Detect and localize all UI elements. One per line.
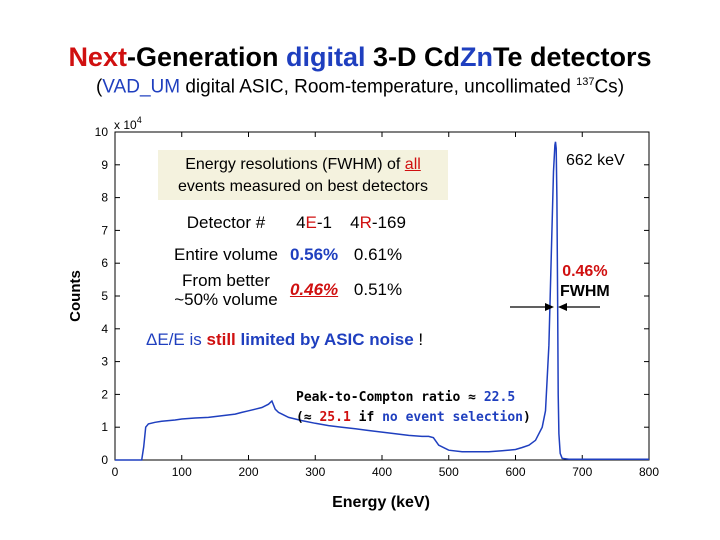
x-tick-label: 700 (572, 465, 592, 479)
fwhm-arrowhead-right (558, 303, 567, 311)
table-cell-label: Entire volume (174, 245, 278, 264)
title-next: Next (68, 42, 127, 72)
y-tick-label: 7 (101, 223, 108, 237)
energy-resolution-box: Energy resolutions (FWHM) of all events … (158, 150, 448, 200)
asic-note-rest: limited by ASIC noise (235, 330, 414, 349)
subtitle-isotope-mass: 137 (576, 76, 595, 88)
x-tick-label: 0 (112, 465, 119, 479)
table-header-cell: 4R-169 (344, 207, 412, 239)
subtitle-open: ( (95, 76, 103, 98)
resolution-table: Detector # 4E-1 4R-169 Entire volume 0.5… (168, 207, 412, 309)
subtitle-isotope: Cs (594, 76, 618, 98)
x-axis-label: Energy (keV) (332, 494, 430, 511)
page-title: Next-Generation digital 3-D CdZnTe detec… (0, 42, 720, 73)
x-tick-label: 800 (639, 465, 659, 479)
title-te: Te detectors (493, 42, 652, 72)
fwhm-annotation: 0.46% FWHM (560, 262, 610, 302)
spectrum-series-line (115, 141, 649, 461)
y-tick-label: 0 (101, 453, 108, 467)
header-part: R (359, 213, 372, 232)
energy-box-text: Energy resolutions (FWHM) of (185, 156, 405, 173)
table-header-row: Detector # 4E-1 4R-169 (168, 207, 412, 239)
table-cell-value: 0.61% (353, 245, 403, 264)
ptc-text: if (350, 410, 383, 425)
title-digital: digital (286, 42, 366, 72)
title-gen: -Generation (126, 42, 286, 72)
header-part: E (305, 213, 317, 232)
x-tick-label: 300 (305, 465, 325, 479)
y-tick-label: 1 (101, 420, 108, 434)
x-tick-label: 500 (439, 465, 459, 479)
title-3d: 3-D Cd (365, 42, 460, 72)
y-tick-label: 5 (101, 289, 108, 303)
header-part: -1 (316, 213, 332, 232)
x-tick-label: 100 (172, 465, 192, 479)
y-tick-label: 8 (101, 191, 108, 205)
label-line: From better (182, 271, 270, 290)
subtitle-vad: VAD_UM (102, 76, 181, 98)
table-header-cell: 4E-1 (284, 207, 344, 239)
header-part: 4 (296, 213, 306, 232)
ptc-line2: (≈ 25.1 if no event selection) (296, 408, 531, 428)
energy-box-line2: events measured on best detectors (178, 178, 428, 195)
y-multiplier: x 104 (114, 115, 142, 132)
peak-to-compton-note: Peak-to-Compton ratio ≈ 22.5 (≈ 25.1 if … (296, 388, 531, 428)
asic-noise-note: ΔE/E is still limited by ASIC noise ! (146, 330, 423, 350)
ptc-line1: Peak-to-Compton ratio ≈ 22.5 (296, 388, 531, 408)
y-axis-label: Counts (67, 270, 84, 322)
peak-energy-label: 662 keV (566, 152, 625, 169)
asic-note-end: ! (413, 330, 424, 349)
ptc-text: (≈ (296, 410, 320, 425)
y-tick-label: 2 (101, 387, 108, 401)
fwhm-value: 0.46% (562, 263, 608, 280)
x-tick-label: 400 (372, 465, 392, 479)
asic-note-still: still (206, 330, 236, 349)
fwhm-label: FWHM (560, 283, 610, 300)
table-cell-value: 0.51% (353, 280, 403, 299)
y-tick-label: 9 (101, 158, 108, 172)
table-row: From better ~50% volume 0.46% 0.51% (168, 271, 412, 309)
asic-note-delta: ΔE/E is (146, 330, 207, 349)
y-tick-label: 3 (101, 355, 108, 369)
energy-box-all: all (404, 156, 421, 173)
y-tick-label: 4 (101, 322, 108, 336)
label-line: ~50% volume (174, 290, 278, 309)
ptc-selection: no event selection (382, 410, 523, 425)
header-part: 4 (350, 213, 360, 232)
page-subtitle: (VAD_UM digital ASIC, Room-temperature, … (0, 76, 720, 98)
fwhm-arrowhead-left (545, 303, 554, 311)
header-part: -169 (371, 213, 406, 232)
x-tick-label: 600 (505, 465, 525, 479)
table-cell-label: From better ~50% volume (168, 271, 284, 309)
subtitle-close: ) (617, 76, 625, 98)
x-tick-label: 200 (238, 465, 258, 479)
table-cell-value: 0.46% (289, 280, 339, 299)
title-zn: Zn (460, 42, 493, 72)
subtitle-rest: digital ASIC, Room-temperature, uncollim… (180, 76, 577, 98)
table-header-cell: Detector # (186, 213, 266, 232)
ptc-text: ) (523, 410, 531, 425)
ptc-value: 25.1 (319, 410, 351, 425)
ptc-text: Peak-to-Compton ratio ≈ (296, 390, 484, 405)
table-cell-value: 0.56% (289, 245, 339, 264)
table-row: Entire volume 0.56% 0.61% (168, 239, 412, 271)
y-tick-label: 6 (101, 256, 108, 270)
y-tick-label: 10 (95, 125, 109, 139)
energy-box-line1: Energy resolutions (FWHM) of all (158, 154, 448, 176)
ptc-value: 22.5 (483, 390, 516, 405)
